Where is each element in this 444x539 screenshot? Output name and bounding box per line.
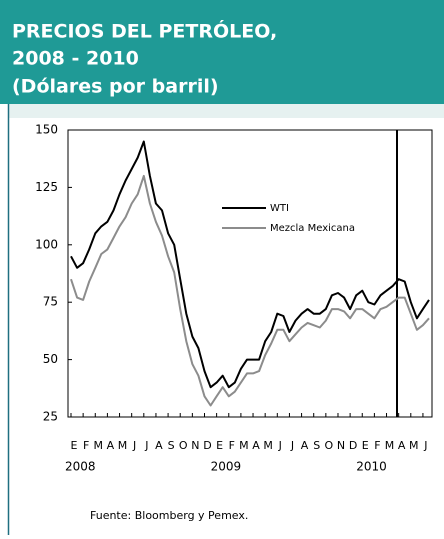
x-tick-label: A xyxy=(398,439,406,452)
x-tick-label: E xyxy=(71,439,78,452)
x-tick-label: M xyxy=(239,439,249,452)
x-tick-label: M xyxy=(385,439,395,452)
x-tick-label: J xyxy=(278,439,282,452)
x-tick-label: M xyxy=(118,439,128,452)
x-tick-label: F xyxy=(374,439,380,452)
year-label: 2008 xyxy=(65,460,96,474)
y-tick-label: 50 xyxy=(43,352,58,366)
x-tick-label: S xyxy=(313,439,320,452)
plot-frame xyxy=(67,129,433,418)
y-tick-label: 25 xyxy=(43,410,58,424)
x-tick-label: F xyxy=(229,439,235,452)
x-tick-label: J xyxy=(132,439,136,452)
x-tick-label: A xyxy=(252,439,260,452)
y-tick-label: 150 xyxy=(35,123,58,137)
x-tick-label: E xyxy=(362,439,369,452)
x-tick-label: M xyxy=(263,439,273,452)
x-tick-label: J xyxy=(290,439,294,452)
x-tick-label: N xyxy=(191,439,199,452)
year-label: 2010 xyxy=(356,460,387,474)
x-tick-label: M xyxy=(409,439,419,452)
x-tick-label: A xyxy=(301,439,309,452)
y-tick-label: 100 xyxy=(35,237,58,251)
x-tick-label: S xyxy=(168,439,175,452)
y-tick-label: 125 xyxy=(35,180,58,194)
series-line xyxy=(70,174,430,407)
x-tick-label: F xyxy=(83,439,89,452)
header-band xyxy=(0,0,444,104)
series-line xyxy=(70,140,430,389)
header-strip xyxy=(8,104,444,118)
header-line: 2008 - 2010 xyxy=(12,48,139,70)
x-tick-label: N xyxy=(337,439,345,452)
x-tick-label: M xyxy=(94,439,104,452)
year-label: 2009 xyxy=(211,460,242,474)
y-tick-label: 75 xyxy=(43,295,58,309)
x-tick-label: A xyxy=(155,439,163,452)
x-tick-label: E xyxy=(216,439,223,452)
legend-label: WTI xyxy=(270,203,289,214)
header-text: PRECIOS DEL PETRÓLEO, 2008 - 2010 (Dólar… xyxy=(12,19,277,98)
x-tick-label: O xyxy=(179,439,188,452)
x-tick-label: O xyxy=(325,439,334,452)
header-line: PRECIOS DEL PETRÓLEO, xyxy=(12,19,277,43)
source: Fuente: Bloomberg y Pemex. xyxy=(90,509,248,522)
x-tick-label: D xyxy=(349,439,357,452)
x-tick-label: J xyxy=(144,439,148,452)
legend-label: Mezcla Mexicana xyxy=(270,223,355,234)
x-tick-label: A xyxy=(107,439,115,452)
x-tick-label: D xyxy=(203,439,211,452)
header-line: (Dólares por barril) xyxy=(12,76,219,98)
x-tick-label: J xyxy=(423,439,427,452)
